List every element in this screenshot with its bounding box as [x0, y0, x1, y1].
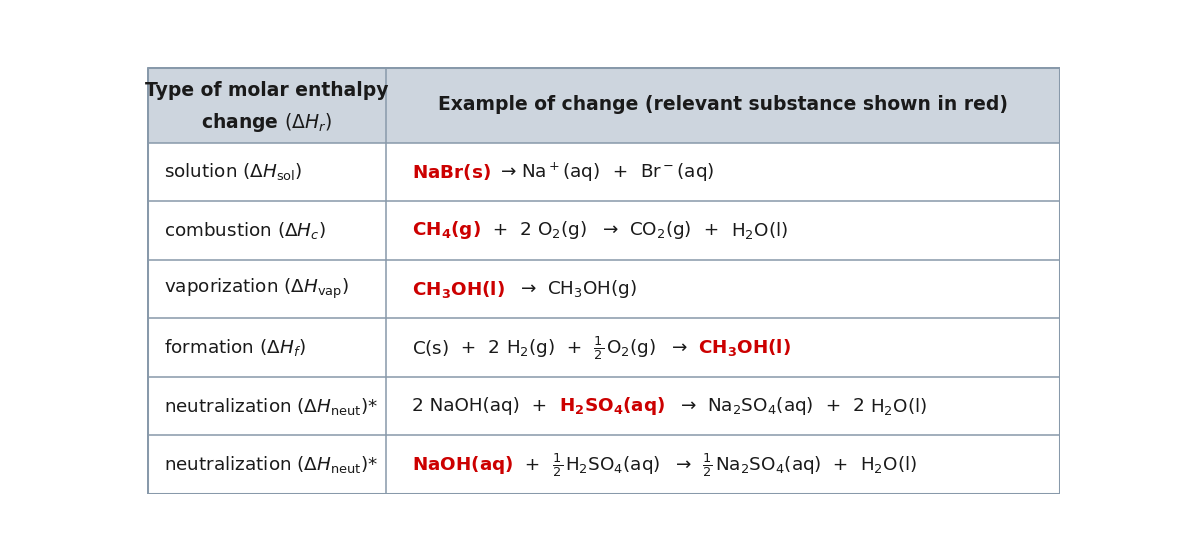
- Bar: [147, 260, 1060, 319]
- Text: $\mathregular{H_2SO_4(aq)}$: $\mathregular{H_2SO_4(aq)}$: [565, 453, 661, 476]
- Text: +: +: [555, 339, 588, 356]
- Text: $\mathregular{O_2(g)}$: $\mathregular{O_2(g)}$: [537, 219, 587, 241]
- Text: Type of molar enthalpy: Type of molar enthalpy: [145, 82, 389, 100]
- Text: formation $( \Delta \mathit{H}_{f} )$: formation $( \Delta \mathit{H}_{f} )$: [164, 337, 305, 358]
- Bar: [147, 377, 1060, 436]
- Text: +: +: [601, 163, 640, 181]
- Text: $\frac{1}{2}$: $\frac{1}{2}$: [588, 334, 607, 361]
- Text: change $( \Delta \mathit{H_r} )$: change $( \Delta \mathit{H_r} )$: [201, 111, 332, 134]
- Text: $\mathregular{H_2O(l)}$: $\mathregular{H_2O(l)}$: [871, 396, 927, 417]
- Text: $\mathregular{H_2(g)}$: $\mathregular{H_2(g)}$: [505, 336, 555, 359]
- Text: +  2: + 2: [449, 339, 505, 356]
- Text: $\mathregular{H_2O(l)}$: $\mathregular{H_2O(l)}$: [730, 220, 788, 241]
- Text: vaporization $( \Delta \mathit{H}_{\mathrm{vap}} )$: vaporization $( \Delta \mathit{H}_{\math…: [164, 277, 349, 301]
- Text: $\mathregular{Na_2SO_4(aq)}$: $\mathregular{Na_2SO_4(aq)}$: [707, 395, 814, 417]
- Text: $\rightarrow$: $\rightarrow$: [491, 163, 522, 181]
- Text: $\rightarrow$: $\rightarrow$: [666, 397, 707, 415]
- Bar: [147, 319, 1060, 377]
- Text: $\mathregular{CO_2(g)}$: $\mathregular{CO_2(g)}$: [629, 219, 691, 241]
- Text: $\mathregular{NaBr(s)}$: $\mathregular{NaBr(s)}$: [412, 162, 491, 182]
- Text: neutralization $( \Delta \mathit{H}_{\mathrm{neut}} )$*: neutralization $( \Delta \mathit{H}_{\ma…: [164, 396, 378, 417]
- Text: neutralization $( \Delta \mathit{H}_{\mathrm{neut}} )$*: neutralization $( \Delta \mathit{H}_{\ma…: [164, 454, 378, 475]
- Text: $\mathregular{O_2(g)}$: $\mathregular{O_2(g)}$: [607, 336, 656, 359]
- Text: +: +: [821, 456, 860, 473]
- Text: $\mathregular{NaOH(aq)}$: $\mathregular{NaOH(aq)}$: [412, 453, 514, 476]
- Text: Example of change (relevant substance shown in red): Example of change (relevant substance sh…: [438, 95, 1008, 114]
- Text: $\mathregular{CH_4(g)}$: $\mathregular{CH_4(g)}$: [412, 219, 481, 241]
- Bar: [147, 201, 1060, 260]
- Text: solution $( \Delta \mathit{H}_{\mathrm{sol}} )$: solution $( \Delta \mathit{H}_{\mathrm{s…: [164, 162, 302, 183]
- Text: $\mathregular{Na_2SO_4(aq)}$: $\mathregular{Na_2SO_4(aq)}$: [715, 453, 821, 476]
- Text: +: +: [691, 221, 730, 240]
- Bar: [147, 67, 1060, 143]
- Text: +  2: + 2: [481, 221, 537, 240]
- Text: $\frac{1}{2}$: $\frac{1}{2}$: [547, 451, 565, 478]
- Text: $\rightarrow$: $\rightarrow$: [656, 339, 699, 356]
- Text: $\mathregular{H_2SO_4(aq)}$: $\mathregular{H_2SO_4(aq)}$: [558, 395, 666, 417]
- Text: $\mathregular{Na^+(aq)}$: $\mathregular{Na^+(aq)}$: [522, 160, 601, 184]
- Text: $\mathregular{H_2O(l)}$: $\mathregular{H_2O(l)}$: [860, 454, 918, 475]
- Text: +: +: [514, 456, 547, 473]
- Text: $\rightarrow$: $\rightarrow$: [587, 221, 629, 240]
- Text: 2 NaOH(aq)  +: 2 NaOH(aq) +: [412, 397, 558, 415]
- Bar: [147, 143, 1060, 201]
- Bar: [147, 436, 1060, 494]
- Text: $\rightarrow$: $\rightarrow$: [505, 280, 547, 298]
- Text: $\mathregular{Br^-(aq)}$: $\mathregular{Br^-(aq)}$: [640, 161, 714, 183]
- Text: $\rightarrow$: $\rightarrow$: [661, 456, 702, 473]
- Text: $\mathregular{CH_3OH(l)}$: $\mathregular{CH_3OH(l)}$: [699, 337, 792, 358]
- Text: $\mathregular{CH_3OH(l)}$: $\mathregular{CH_3OH(l)}$: [412, 279, 505, 300]
- Text: $\mathregular{C(s)}$: $\mathregular{C(s)}$: [412, 337, 449, 357]
- Text: $\frac{1}{2}$: $\frac{1}{2}$: [702, 451, 715, 478]
- Text: +  2: + 2: [814, 397, 871, 415]
- Text: combustion $( \Delta \mathit{H}_{c} )$: combustion $( \Delta \mathit{H}_{c} )$: [164, 220, 325, 241]
- Text: $\mathregular{CH_3OH(g)}$: $\mathregular{CH_3OH(g)}$: [547, 278, 637, 300]
